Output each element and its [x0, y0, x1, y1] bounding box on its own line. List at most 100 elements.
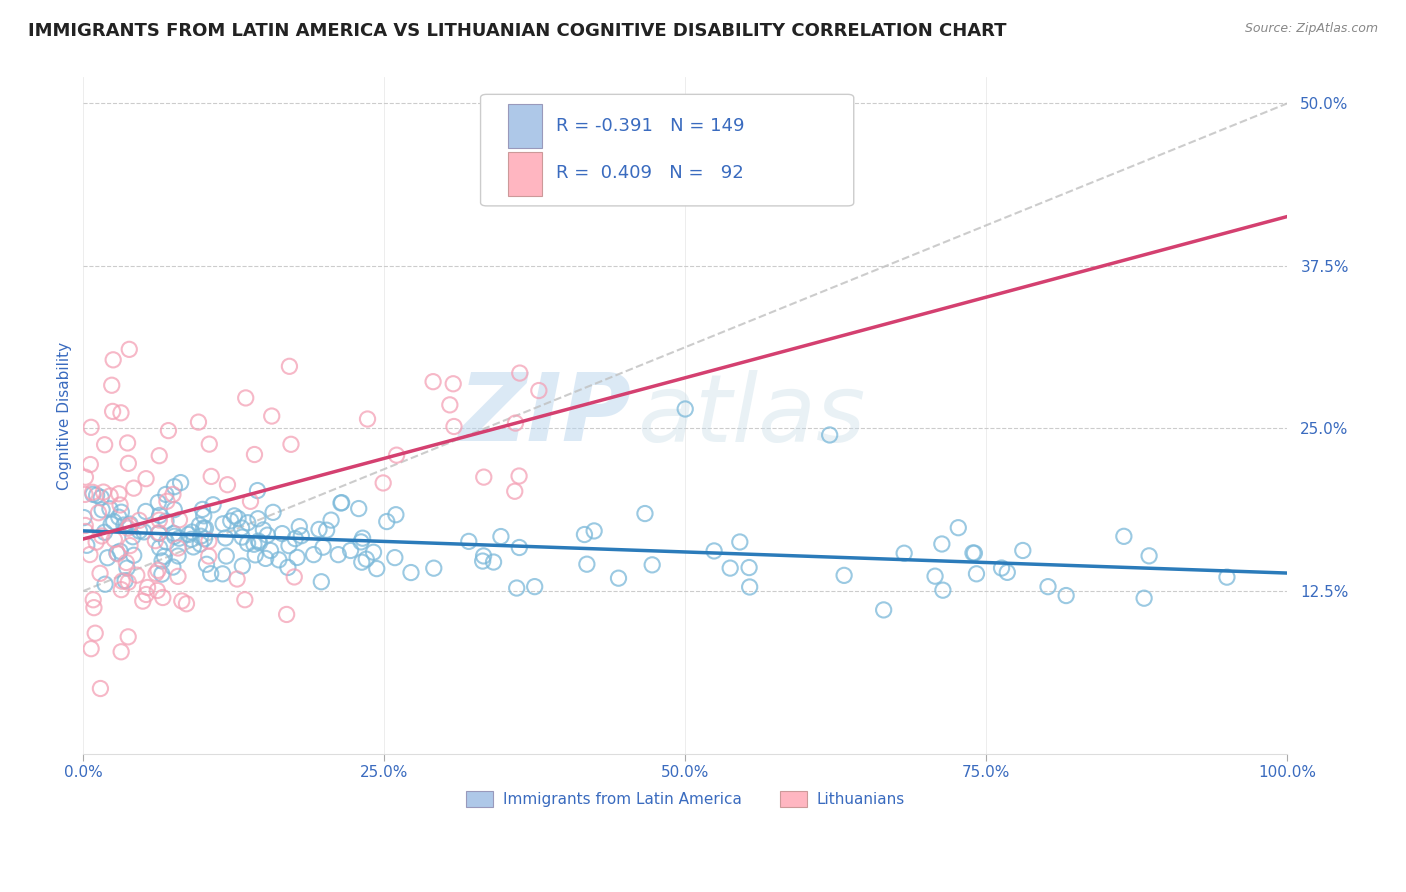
Point	[108, 487, 131, 501]
Point	[583, 524, 606, 538]
Point	[503, 484, 526, 499]
Point	[143, 533, 166, 548]
Point	[176, 597, 198, 611]
Point	[150, 554, 173, 568]
Point	[79, 548, 101, 562]
Point	[135, 472, 157, 486]
Point	[893, 546, 915, 560]
Point	[347, 501, 370, 516]
Point	[285, 550, 308, 565]
Point	[89, 681, 111, 696]
Point	[312, 540, 335, 554]
Point	[330, 496, 353, 510]
Point	[120, 517, 142, 532]
Point	[87, 506, 110, 520]
Point	[118, 343, 141, 357]
Point	[523, 580, 546, 594]
Point	[366, 561, 388, 575]
Point	[302, 548, 325, 562]
Point	[108, 498, 131, 512]
Point	[80, 641, 103, 656]
Point	[506, 581, 529, 595]
Point	[252, 523, 274, 537]
Point	[149, 541, 172, 555]
Point	[155, 487, 177, 501]
Point	[211, 566, 233, 581]
Point	[256, 528, 278, 542]
Point	[132, 594, 155, 608]
Point	[226, 511, 249, 525]
Point	[84, 626, 107, 640]
Point	[169, 475, 191, 490]
Point	[193, 508, 215, 523]
Point	[399, 566, 422, 580]
Point	[101, 404, 124, 418]
Point	[100, 378, 122, 392]
Point	[163, 502, 186, 516]
Point	[98, 489, 121, 503]
Point	[276, 607, 298, 622]
Point	[75, 524, 97, 539]
Point	[115, 556, 138, 570]
Point	[73, 510, 96, 524]
Point	[315, 523, 337, 537]
Point	[339, 543, 361, 558]
Point	[145, 566, 167, 581]
Point	[239, 494, 262, 508]
Point	[117, 456, 139, 470]
Point	[108, 544, 131, 558]
Point	[1133, 591, 1156, 606]
Point	[224, 508, 246, 523]
Point	[188, 537, 211, 551]
Point	[278, 359, 301, 374]
Point	[148, 449, 170, 463]
Point	[260, 409, 283, 423]
Point	[231, 530, 253, 544]
Point	[80, 420, 103, 434]
Point	[117, 436, 139, 450]
Point	[100, 517, 122, 532]
Point	[607, 571, 630, 585]
Text: atlas: atlas	[637, 370, 865, 461]
Point	[155, 535, 177, 549]
Point	[259, 543, 281, 558]
Point	[107, 510, 129, 524]
Point	[575, 558, 598, 572]
Point	[373, 475, 395, 490]
Point	[1011, 543, 1033, 558]
Point	[472, 549, 495, 563]
Point	[93, 525, 115, 540]
Point	[110, 505, 132, 519]
Point	[482, 555, 505, 569]
Point	[249, 535, 271, 549]
Point	[243, 448, 266, 462]
Point	[96, 550, 118, 565]
Point	[254, 551, 277, 566]
Point	[288, 519, 311, 533]
Point	[163, 526, 186, 541]
Point	[163, 529, 186, 543]
Point	[236, 516, 259, 530]
Point	[83, 600, 105, 615]
Point	[118, 518, 141, 533]
Point	[153, 549, 176, 564]
Point	[212, 516, 235, 531]
Point	[350, 535, 373, 549]
Point	[1054, 589, 1077, 603]
Point	[82, 485, 104, 500]
Point	[363, 545, 385, 559]
Point	[122, 530, 145, 544]
Point	[508, 541, 530, 555]
Point	[738, 580, 761, 594]
Point	[277, 560, 299, 574]
Point	[226, 572, 249, 586]
Point	[89, 566, 111, 581]
Point	[246, 483, 269, 498]
Point	[135, 504, 157, 518]
Y-axis label: Cognitive Disability: Cognitive Disability	[58, 342, 72, 490]
Point	[574, 527, 596, 541]
Point	[290, 529, 312, 543]
Point	[471, 554, 494, 568]
Point	[169, 513, 191, 527]
Point	[1036, 580, 1059, 594]
